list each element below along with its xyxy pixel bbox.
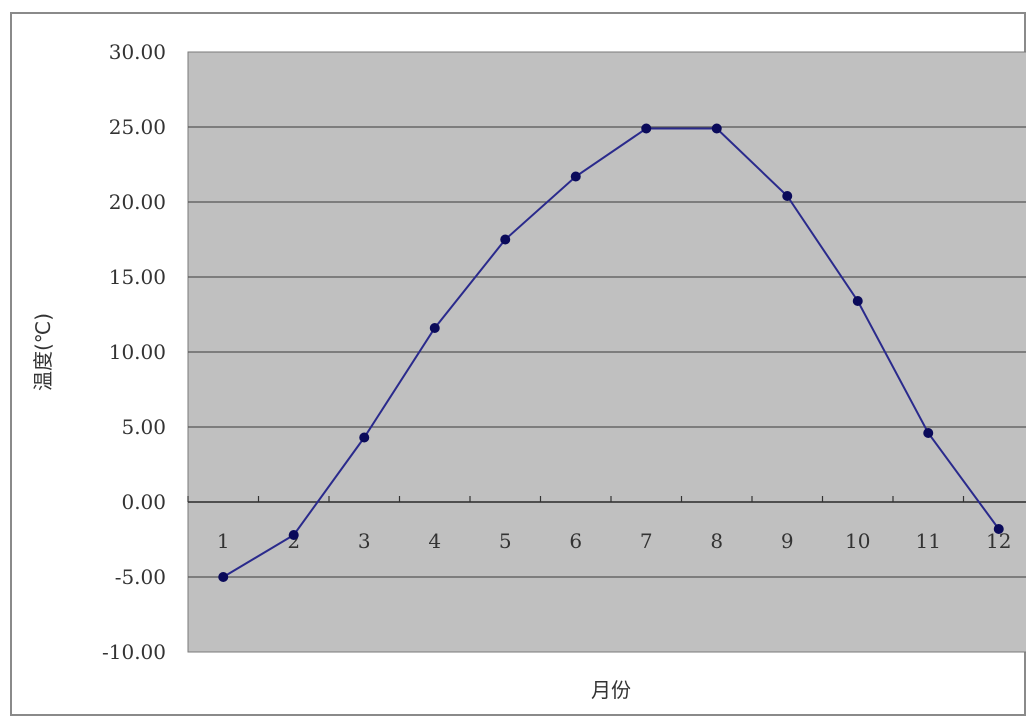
x-tick-label: 6 — [569, 529, 582, 553]
y-axis-title: 温度(℃) — [31, 313, 55, 391]
data-point — [218, 572, 229, 582]
data-point — [993, 524, 1004, 534]
x-tick-label: 4 — [428, 529, 441, 553]
x-tick-label: 5 — [499, 529, 512, 553]
chart-frame: 30.00 25.00 20.00 15.00 10.00 5.00 0.00 -5.00 -1… — [10, 12, 1026, 716]
y-tick-label: 25.00 — [109, 115, 166, 139]
line-chart: 30.00 25.00 20.00 15.00 10.00 5.00 0.00 -5.00 -1… — [31, 40, 1026, 702]
data-point — [923, 428, 934, 438]
x-tick-label: 8 — [710, 529, 723, 553]
x-tick-label: 9 — [781, 529, 794, 553]
x-tick-label: 10 — [845, 529, 870, 553]
data-point — [782, 191, 793, 201]
data-point — [641, 123, 652, 134]
y-tick-label: 15.00 — [109, 265, 166, 289]
data-point — [570, 171, 581, 182]
y-tick-label: 20.00 — [109, 190, 166, 214]
y-axis-ticks: 30.00 25.00 20.00 15.00 10.00 5.00 0.00 -5.00 -1… — [102, 40, 166, 664]
series-line — [218, 123, 1004, 582]
data-point — [359, 432, 370, 443]
data-point — [852, 296, 863, 306]
y-tick-label: 0.00 — [121, 490, 166, 514]
y-tick-label: 5.00 — [121, 415, 166, 439]
series-polyline — [222, 127, 1000, 578]
x-tick-label: 11 — [916, 529, 941, 553]
x-tick-label: 7 — [640, 529, 653, 553]
data-point — [500, 234, 511, 245]
x-tick-label: 1 — [217, 529, 230, 553]
x-axis-title: 月份 — [591, 678, 631, 702]
data-point — [711, 123, 722, 134]
data-point — [429, 323, 440, 333]
y-tick-label: 30.00 — [109, 40, 166, 64]
x-axis: 1 2 3 4 5 6 7 8 9 10 11 12 — [187, 496, 1026, 553]
y-tick-label: -5.00 — [115, 565, 166, 589]
y-tick-label: 10.00 — [109, 340, 166, 364]
x-tick-label: 3 — [358, 529, 371, 553]
data-point — [288, 530, 299, 540]
y-tick-label: -10.00 — [102, 640, 166, 664]
